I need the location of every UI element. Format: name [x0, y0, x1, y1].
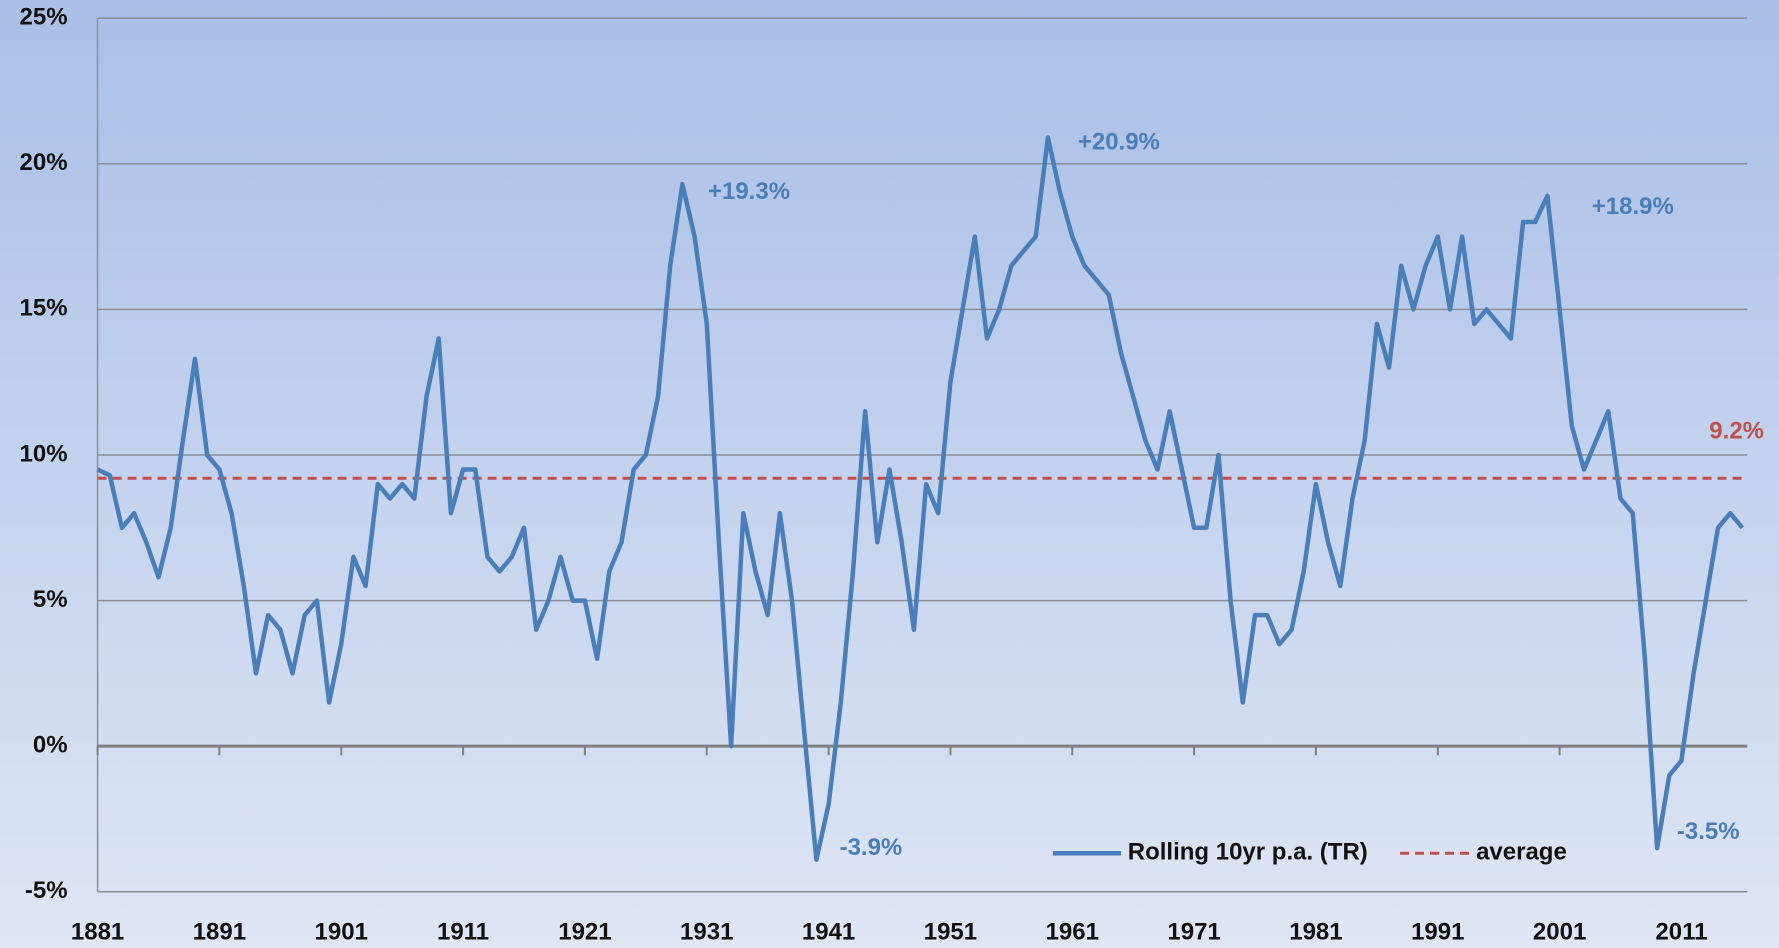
annotation: -3.9%: [840, 834, 903, 861]
x-tick-label: 1891: [193, 918, 246, 945]
y-tick-label: 0%: [33, 732, 68, 759]
y-tick-label: 15%: [20, 295, 68, 322]
annotation: +18.9%: [1592, 193, 1674, 220]
x-tick-label: 1911: [437, 918, 489, 945]
annotation: +20.9%: [1078, 128, 1160, 155]
x-tick-label: 1921: [558, 918, 611, 945]
legend-label: average: [1476, 839, 1567, 866]
y-tick-label: -5%: [25, 877, 68, 904]
x-tick-label: 2001: [1533, 918, 1586, 945]
x-tick-label: 1931: [680, 918, 733, 945]
y-tick-label: 20%: [20, 149, 68, 176]
x-tick-label: 1941: [802, 918, 855, 945]
x-tick-label: 1971: [1167, 918, 1220, 945]
average-label: 9.2%: [1709, 418, 1764, 445]
x-tick-label: 1881: [71, 918, 124, 945]
y-tick-label: 25%: [20, 3, 68, 30]
annotation: +19.3%: [708, 178, 790, 205]
y-tick-label: 5%: [33, 586, 68, 613]
series-line: [96, 135, 1745, 862]
annotation: -3.5%: [1677, 818, 1740, 845]
x-tick-label: 2011: [1655, 918, 1707, 945]
x-tick-label: 1981: [1289, 918, 1342, 945]
legend-label: Rolling 10yr p.a. (TR): [1128, 839, 1368, 866]
x-tick-label: 1901: [315, 918, 368, 945]
x-tick-label: 1991: [1411, 918, 1464, 945]
y-tick-label: 10%: [20, 440, 68, 467]
x-tick-label: 1951: [924, 918, 977, 945]
x-tick-label: 1961: [1046, 918, 1099, 945]
